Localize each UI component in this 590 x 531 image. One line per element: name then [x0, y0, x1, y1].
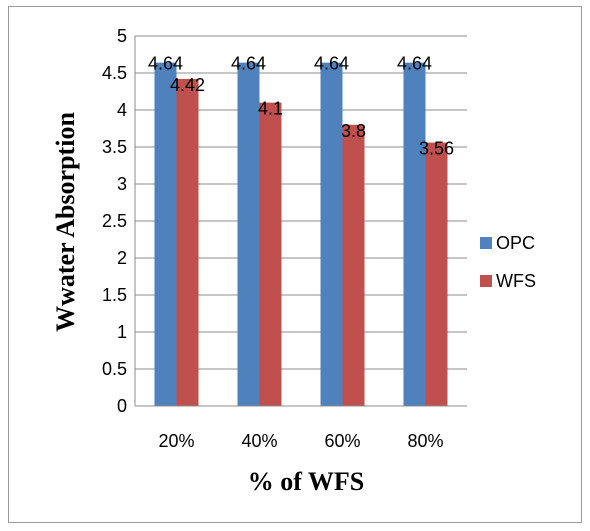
y-tick-labels: 0 0.5 1 1.5 2 2.5 3 3.5 4 4.5 5 — [102, 26, 127, 416]
y-tick-label: 2 — [117, 248, 127, 268]
data-label-opc: 4.64 — [314, 54, 349, 74]
data-labels: 4.644.424.644.14.643.84.643.56 — [148, 54, 454, 159]
bar-wfs-60pct — [342, 124, 365, 407]
x-tick-label: 20% — [158, 431, 194, 451]
y-tick-label: 4.5 — [102, 63, 127, 83]
y-tick-label: 0 — [117, 396, 127, 416]
data-label-wfs: 4.1 — [258, 99, 283, 119]
data-label-wfs: 3.56 — [419, 139, 454, 159]
x-tick-labels: 20% 40% 60% 80% — [158, 431, 443, 451]
chart-frame — [8, 6, 582, 523]
data-label-opc: 4.64 — [231, 54, 266, 74]
y-axis-title: Wwater Absorption — [51, 112, 80, 332]
legend-swatch-opc — [480, 237, 492, 249]
data-label-opc: 4.64 — [148, 54, 183, 74]
data-label-opc: 4.64 — [397, 54, 432, 74]
bar-opc-20pct — [154, 62, 177, 406]
bar-wfs-80pct — [425, 142, 448, 406]
bars — [154, 62, 448, 407]
y-tick-label: 1.5 — [102, 285, 127, 305]
data-label-wfs: 4.42 — [170, 75, 205, 95]
legend-label-opc: OPC — [496, 233, 535, 253]
y-tick-label: 2.5 — [102, 211, 127, 231]
y-tick-label: 4 — [117, 100, 127, 120]
bar-opc-60pct — [320, 62, 343, 406]
y-tick-label: 5 — [117, 26, 127, 46]
x-axis-title: % of WFS — [248, 467, 365, 496]
bar-wfs-20pct — [176, 78, 199, 407]
y-tick-label: 3.5 — [102, 137, 127, 157]
legend: OPC WFS — [480, 233, 536, 291]
y-tick-label: 3 — [117, 174, 127, 194]
bar-wfs-40pct — [259, 102, 282, 406]
data-label-wfs: 3.8 — [341, 121, 366, 141]
legend-label-wfs: WFS — [496, 271, 536, 291]
bar-opc-80pct — [403, 62, 426, 406]
x-tick-label: 40% — [241, 431, 277, 451]
y-tick-label: 0.5 — [102, 359, 127, 379]
x-tick-label: 80% — [407, 431, 443, 451]
legend-swatch-wfs — [480, 275, 492, 287]
y-tick-label: 1 — [117, 322, 127, 342]
x-tick-label: 60% — [324, 431, 360, 451]
bar-opc-40pct — [237, 62, 260, 406]
